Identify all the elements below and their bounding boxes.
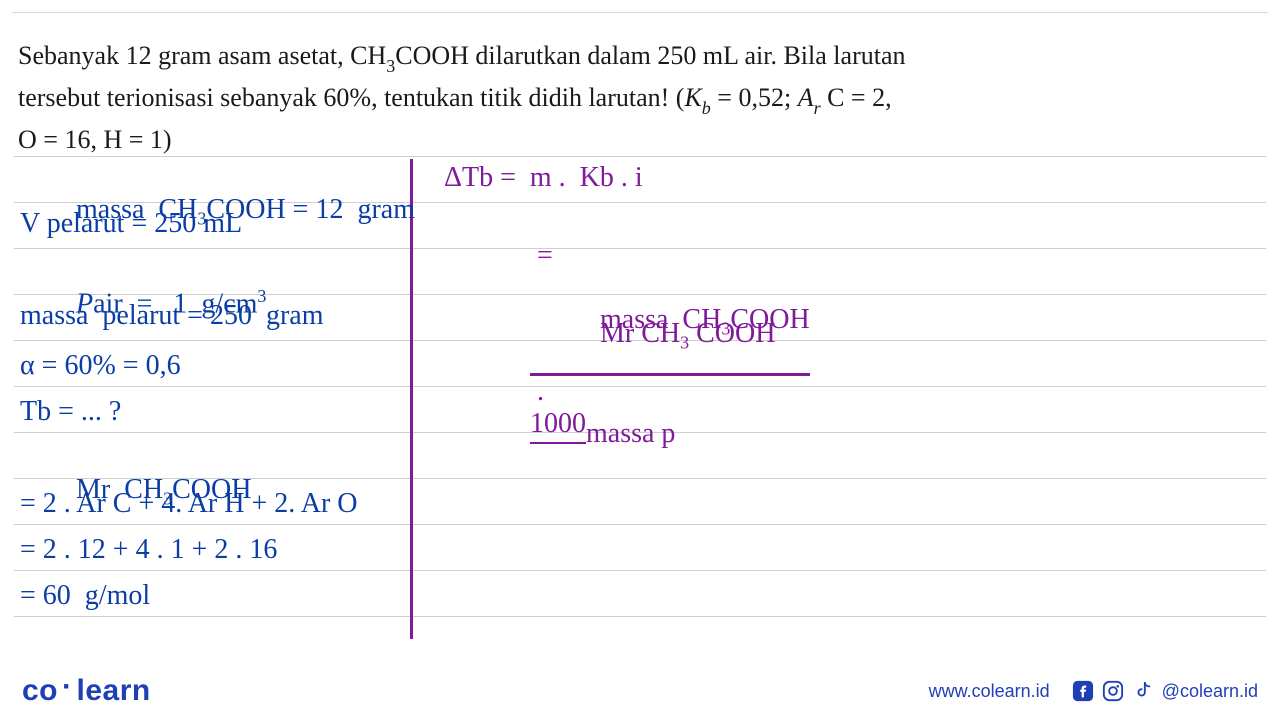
- t: Mr CH: [600, 318, 680, 349]
- problem-text: Sebanyak 12 gram asam asetat, CH3COOH di…: [18, 36, 1262, 159]
- problem-kb: K: [684, 83, 701, 112]
- problem-line3: O = 16, H = 1): [18, 120, 1262, 159]
- brand-co: co: [22, 674, 58, 707]
- footer-right: www.colearn.id @colearn.id: [929, 680, 1258, 702]
- fraction-denominator-1: Mr CH3 COOH: [530, 318, 775, 385]
- problem-ar-sub: r: [814, 98, 821, 118]
- social-icons: @colearn.id: [1072, 680, 1258, 702]
- instagram-icon: [1102, 680, 1124, 702]
- problem-line2-c: = 0,52;: [711, 83, 798, 112]
- right-line-3: Mr CH3 COOH massa p: [530, 254, 775, 482]
- tiktok-icon: [1132, 680, 1154, 702]
- facebook-icon: [1072, 680, 1094, 702]
- ruled-area: massa CH3COOH = 12 gram V pelarut = 250 …: [14, 156, 1266, 652]
- right-line-1: ΔTb = m . Kb . i: [444, 162, 643, 194]
- rule-line: [14, 570, 1266, 571]
- page: Sebanyak 12 gram asam asetat, CH3COOH di…: [0, 0, 1280, 720]
- problem-line1-b: COOH dilarutkan dalam 250 mL air. Bila l…: [395, 41, 905, 70]
- brand-logo: co·learn: [22, 674, 151, 708]
- brand-dot-icon: ·: [58, 670, 77, 703]
- problem-line2-d: C = 2,: [821, 83, 892, 112]
- problem-line2-a: tersebut terionisasi sebanyak 60%, tentu…: [18, 83, 684, 112]
- left-line-8: = 2 . Ar C + 4. Ar H + 2. Ar O: [20, 488, 358, 520]
- left-line-9: = 2 . 12 + 4 . 1 + 2 . 16: [20, 534, 277, 566]
- left-line-4: massa pelarut = 250 gram: [20, 300, 324, 332]
- left-line-5: α = 60% = 0,6: [20, 350, 181, 382]
- left-line-10: = 60 g/mol: [20, 580, 150, 612]
- top-rule: [12, 12, 1268, 13]
- rule-line: [14, 616, 1266, 617]
- footer: co·learn www.colearn.id @colearn.id: [0, 664, 1280, 720]
- left-line-6: Tb = ... ?: [20, 396, 121, 428]
- rule-line: [14, 156, 1266, 157]
- fraction-denominator-2: massa p: [586, 418, 675, 449]
- problem-kb-sub: b: [702, 98, 711, 118]
- left-line-2: V pelarut = 250 mL: [20, 208, 242, 240]
- problem-ar: A: [798, 83, 814, 112]
- problem-line1-a: Sebanyak 12 gram asam asetat, CH: [18, 41, 386, 70]
- footer-url: www.colearn.id: [929, 681, 1050, 702]
- t: COOH: [689, 318, 775, 349]
- footer-handle: @colearn.id: [1162, 681, 1258, 702]
- brand-learn: learn: [77, 674, 151, 707]
- problem-line1-sub: 3: [386, 56, 395, 76]
- t: 3: [680, 333, 689, 353]
